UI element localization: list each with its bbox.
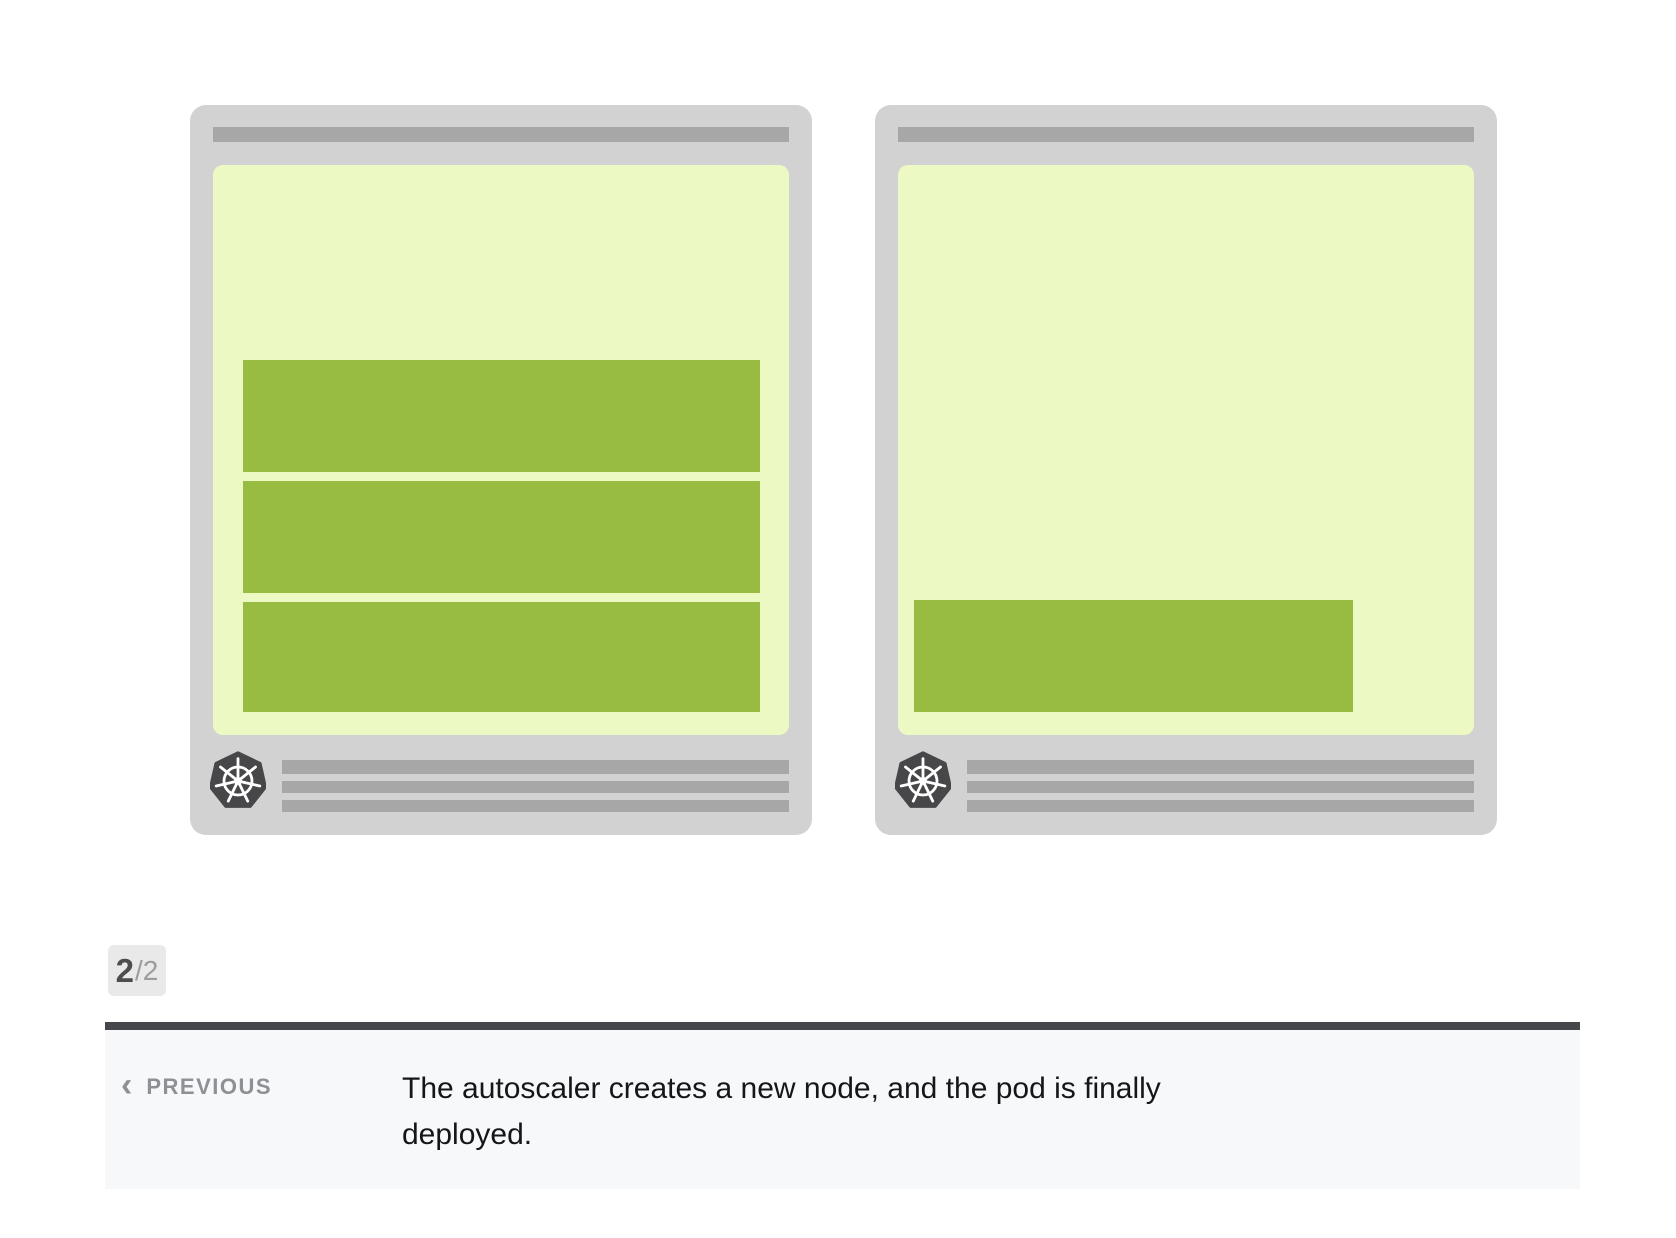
node-label-line [967, 800, 1474, 812]
footer-divider [105, 1022, 1580, 1030]
kubernetes-icon [895, 751, 951, 808]
node-label-line [967, 760, 1474, 774]
node-1-pale [213, 165, 789, 735]
kubernetes-icon [210, 751, 266, 808]
node-top-slot [213, 127, 789, 142]
node-2-pale [898, 165, 1474, 735]
node-label-line [967, 781, 1474, 793]
kubernetes-node-2 [875, 105, 1497, 835]
carousel-footer: ‹ PREVIOUS The autoscaler creates a new … [105, 1022, 1580, 1189]
node-label-line [282, 781, 789, 793]
pod-bar [243, 602, 760, 712]
kubernetes-node-1 [190, 105, 812, 835]
slide-caption: The autoscaler creates a new node, and t… [402, 1072, 1161, 1151]
previous-label: PREVIOUS [146, 1074, 273, 1099]
chevron-left-icon: ‹ [121, 1066, 133, 1104]
pod-bar [914, 600, 1353, 712]
pagination-badge: 2 /2 [108, 945, 166, 996]
node-label-line [282, 760, 789, 774]
pod-bar [243, 481, 760, 593]
pagination-current: 2 [115, 951, 134, 989]
pod-bar [243, 360, 760, 472]
pagination-total: /2 [135, 954, 159, 986]
node-label-line [282, 800, 789, 812]
previous-button[interactable]: ‹ PREVIOUS [121, 1068, 273, 1102]
footer-body: ‹ PREVIOUS The autoscaler creates a new … [105, 1030, 1580, 1189]
node-top-slot [898, 127, 1474, 142]
